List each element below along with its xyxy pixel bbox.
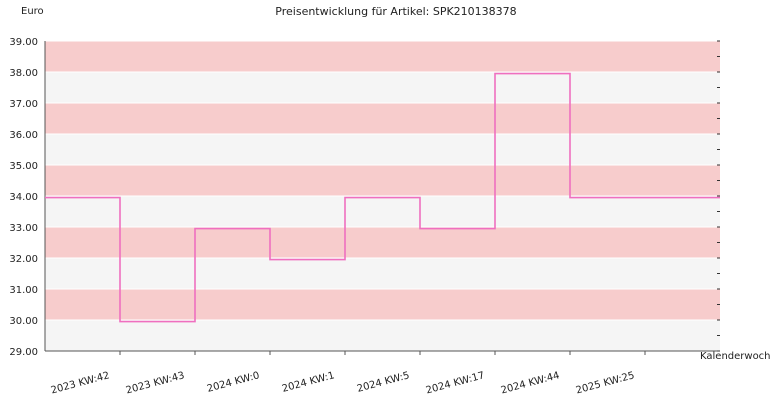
right-minor-ticks bbox=[717, 40, 720, 352]
x-axis-label: Kalenderwoche bbox=[700, 351, 770, 362]
background-band bbox=[45, 196, 720, 227]
x-tick-label: 2023 KW:42 bbox=[50, 370, 111, 396]
background-band bbox=[45, 320, 720, 351]
y-tick-label: 38.00 bbox=[9, 68, 38, 79]
y-tick-label: 35.00 bbox=[9, 161, 38, 172]
plot-background-bands bbox=[45, 41, 720, 351]
background-band bbox=[45, 227, 720, 258]
x-tick-label: 2024 KW:44 bbox=[500, 370, 561, 396]
background-band bbox=[45, 103, 720, 134]
x-tick-label: 2024 KW:17 bbox=[425, 370, 486, 396]
x-tick-label: 2024 KW:1 bbox=[281, 370, 336, 395]
y-tick-label: 39.00 bbox=[9, 37, 38, 48]
x-tick-label: 2024 KW:0 bbox=[206, 370, 261, 395]
background-band bbox=[45, 289, 720, 320]
price-series-line bbox=[45, 72, 720, 323]
y-tick-label: 32.00 bbox=[9, 254, 38, 265]
chart-title: Preisentwicklung für Artikel: SPK2101383… bbox=[275, 5, 516, 18]
y-axis: 29.00 30.00 31.00 32.00 33.00 34.00 35.00 36.00… bbox=[9, 37, 46, 358]
y-tick-label: 29.00 bbox=[9, 347, 38, 358]
x-tick-label: 2023 KW:43 bbox=[125, 370, 186, 396]
y-axis-label: Euro bbox=[21, 6, 44, 17]
y-tick-label: 30.00 bbox=[9, 316, 38, 327]
x-tick-label: 2025 KW:25 bbox=[575, 370, 636, 396]
x-tick-label: 2024 KW:5 bbox=[356, 370, 411, 395]
y-tick-label: 36.00 bbox=[9, 130, 38, 141]
y-tick-label: 37.00 bbox=[9, 99, 38, 110]
background-band bbox=[45, 165, 720, 196]
y-tick-label: 31.00 bbox=[9, 285, 38, 296]
background-band bbox=[45, 41, 720, 72]
background-band bbox=[45, 72, 720, 103]
background-band bbox=[45, 258, 720, 289]
background-band bbox=[45, 134, 720, 165]
y-tick-label: 33.00 bbox=[9, 223, 38, 234]
y-tick-label: 34.00 bbox=[9, 192, 38, 203]
x-axis: 2023 KW:42 2023 KW:43 2024 KW:0 2024 KW:1 20… bbox=[45, 350, 720, 396]
